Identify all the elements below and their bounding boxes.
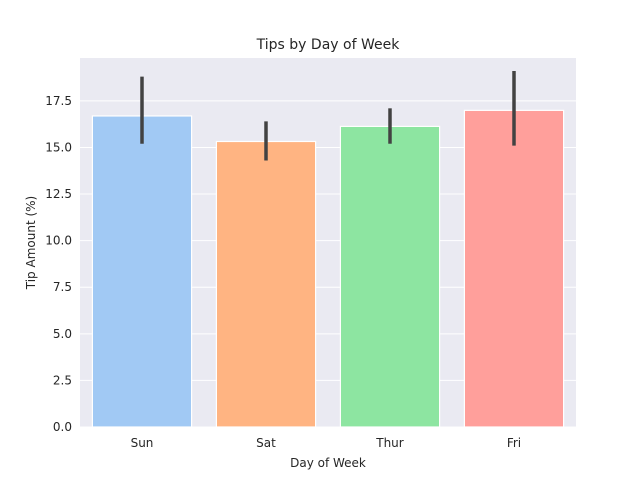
x-axis-label: Day of Week [290,456,366,470]
x-tick-label: Sat [256,436,276,450]
y-axis-label: Tip Amount (%) [24,196,38,290]
x-tick-label: Fri [507,436,521,450]
error-bars [140,71,516,161]
y-tick-label: 17.5 [45,94,72,108]
bar-fri [463,109,565,428]
bars [91,109,565,428]
bar-sat [215,140,317,428]
bar-sun [91,115,193,428]
x-tick-label: Sun [131,436,154,450]
chart-title: Tips by Day of Week [256,37,401,53]
y-tick-labels: 0.0 2.5 5.0 7.5 10.0 12.5 15.0 17.5 [45,94,72,434]
y-tick-label: 15.0 [45,140,72,154]
x-tick-labels: Sun Sat Thur Fri [131,436,522,450]
y-tick-label: 7.5 [53,280,72,294]
y-tick-label: 10.0 [45,234,72,248]
x-tick-label: Thur [375,436,404,450]
y-tick-label: 12.5 [45,187,72,201]
y-tick-label: 2.5 [53,373,72,387]
y-tick-label: 0.0 [53,420,72,434]
y-tick-label: 5.0 [53,327,72,341]
bar-thur [339,125,441,428]
